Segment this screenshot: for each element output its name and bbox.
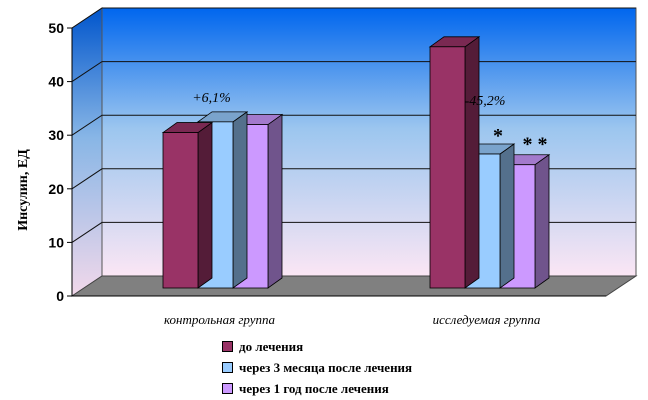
legend-item: до лечения (222, 336, 412, 357)
bar-front (429, 46, 466, 289)
bars (161, 36, 551, 289)
legend-swatch (222, 341, 233, 352)
bar-side (534, 153, 550, 289)
bar-side (499, 143, 515, 289)
bar-side (197, 121, 213, 289)
bar-side (267, 113, 283, 289)
y-tick-label: 30 (48, 127, 64, 143)
axes (67, 27, 606, 297)
y-tick-label: 0 (56, 288, 64, 304)
y-tick-label: 10 (48, 234, 64, 250)
y-axis-label: Инсулин, ЕД (16, 149, 31, 231)
bar-front (162, 132, 199, 289)
legend-item: через 1 год после лечения (222, 378, 412, 399)
annotations: +6,1% -45,2% * * * (192, 91, 547, 156)
plot-walls (70, 7, 638, 297)
bar (161, 121, 214, 289)
y-tick-label: 20 (48, 181, 64, 197)
y-tick-label: 40 (48, 74, 64, 90)
gridline (71, 7, 636, 29)
side-wall (71, 7, 103, 297)
x-tick-label: исследуемая группа (433, 312, 541, 327)
annotation-label: * * (523, 134, 548, 156)
legend-item: через 3 месяца после лечения (222, 357, 412, 378)
floor (70, 275, 638, 297)
legend-swatch (222, 362, 233, 373)
annotation-label: * (493, 125, 503, 147)
x-tick-label: контрольная группа (164, 312, 276, 327)
tick-labels: 0 10 20 30 40 50 контрольная группа исследуемая… (48, 20, 541, 327)
legend: до лечения через 3 месяца после лечения … (222, 336, 412, 399)
bar (428, 36, 481, 289)
legend-swatch (222, 383, 233, 394)
bar-side (464, 36, 480, 289)
bar-side (232, 111, 248, 289)
annotation-label: -45,2% (465, 94, 506, 109)
annotation-label: +6,1% (192, 91, 231, 106)
y-tick-label: 50 (48, 20, 64, 36)
